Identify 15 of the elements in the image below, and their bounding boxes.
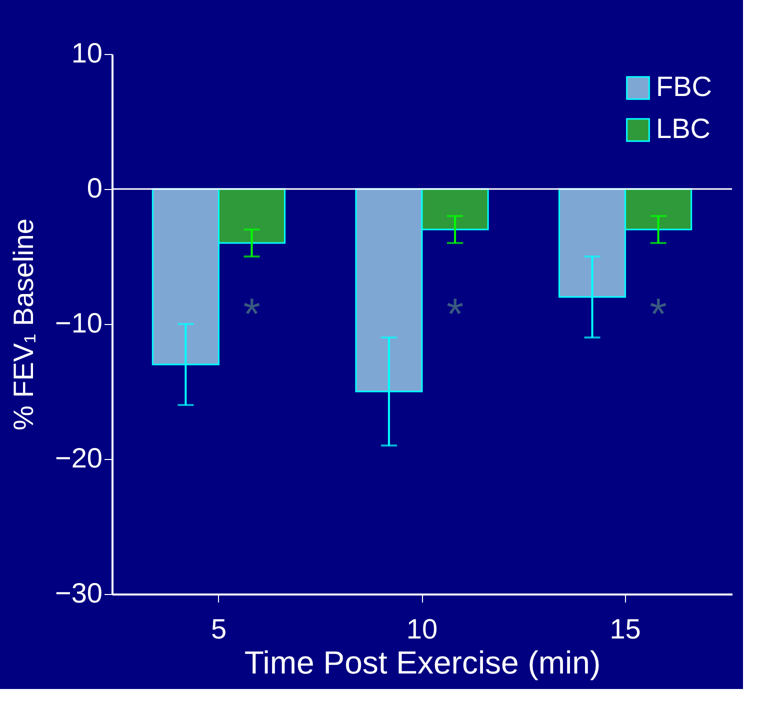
x-tick-label: 10 — [406, 614, 438, 644]
annotation: * — [650, 290, 667, 339]
y-tick-label: −20 — [55, 442, 102, 474]
x-axis-title: Time Post Exercise (min) — [244, 644, 601, 680]
y-tick-label: 0 — [86, 172, 102, 204]
y-tick-label: 10 — [71, 38, 102, 68]
y-axis-title: % FEV₁ Baseline — [8, 218, 40, 430]
annotation: * — [243, 290, 260, 339]
y-tick-label: −30 — [55, 578, 102, 608]
x-tick-label: 5 — [210, 614, 227, 644]
x-tick-label: 15 — [610, 614, 641, 644]
legend-label: FBC — [656, 71, 712, 102]
y-tick-label: −10 — [55, 308, 102, 338]
legend-label: LBC — [656, 113, 710, 144]
annotation: * — [446, 290, 464, 339]
